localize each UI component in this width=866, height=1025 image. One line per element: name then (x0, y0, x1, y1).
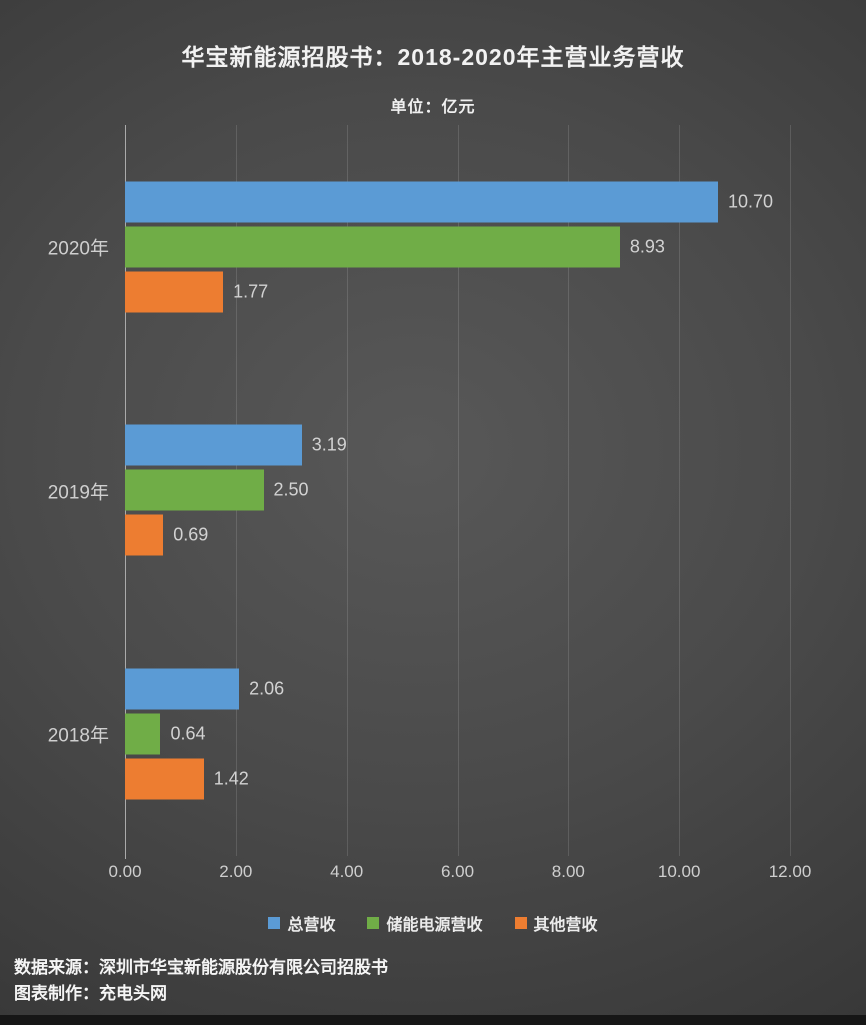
data-source-text: 数据来源：深圳市华宝新能源股份有限公司招股书 (14, 958, 388, 977)
gridline (679, 125, 681, 856)
data-label: 0.64 (170, 723, 206, 744)
bar-其他营收 (125, 271, 224, 313)
category-label: 2019年 (47, 482, 109, 503)
bar-row: 0.64 (125, 713, 790, 755)
legend-label: 其他营收 (533, 917, 598, 934)
bar-group: 10.70 8.93 1.77 (125, 181, 790, 313)
gridline (568, 125, 570, 856)
x-tick-label: 2.00 (219, 862, 253, 881)
category-axis: 2020年 2019年 2018年 (0, 125, 117, 856)
data-label: 8.93 (629, 236, 665, 257)
bar-其他营收 (125, 514, 164, 556)
category-band: 10.70 8.93 1.77 (125, 125, 790, 369)
data-label: 2.50 (273, 479, 309, 500)
legend-item: 储能电源营收 (367, 911, 483, 935)
bar-储能电源营收 (125, 469, 264, 511)
legend-label: 储能电源营收 (386, 917, 483, 934)
bar-row: 1.42 (125, 758, 790, 800)
gridline (346, 125, 348, 856)
legend: 总营收 储能电源营收 其他营收 (0, 911, 866, 935)
bar-其他营收 (125, 758, 204, 800)
bar-row: 8.93 (125, 226, 790, 268)
x-axis: 0.00 2.00 4.00 6.00 8.00 10.00 12.00 (108, 862, 811, 886)
chart-title: 华宝新能源招股书：2018-2020年主营业务营收 (181, 44, 685, 70)
x-tick-label: 6.00 (440, 862, 475, 881)
category-band: 2.06 0.64 1.42 (125, 612, 790, 856)
bar-row: 3.19 (125, 424, 790, 466)
bar-group: 3.19 2.50 0.69 (125, 424, 790, 556)
data-label: 1.42 (213, 768, 249, 789)
data-label: 0.69 (173, 524, 209, 545)
bar-总营收 (125, 424, 302, 466)
x-tick-label: 10.00 (657, 862, 701, 881)
legend-swatch-储能电源营收 (367, 917, 380, 929)
x-tick-label: 0.00 (108, 862, 142, 881)
chart-unit-label: 单位：亿元 (390, 99, 476, 116)
legend-swatch-总营收 (268, 917, 281, 929)
bar-总营收 (125, 668, 240, 710)
chart-credit-text: 图表制作：充电头网 (14, 984, 167, 1003)
bar-row: 2.06 (125, 668, 790, 710)
bar-row: 10.70 (125, 181, 790, 223)
x-tick-label: 8.00 (551, 862, 585, 881)
bar-group: 2.06 0.64 1.42 (125, 668, 790, 800)
bar-row: 2.50 (125, 469, 790, 511)
bar-总营收 (125, 181, 718, 223)
bottom-strip (0, 1015, 866, 1025)
x-tick-label: 4.00 (330, 862, 364, 881)
category-label: 2018年 (47, 725, 109, 747)
x-tick-label: 12.00 (768, 862, 812, 881)
plot-area: 10.70 8.93 1.77 3.19 2.50 0.69 2.06 0.64 1.42 (125, 125, 791, 859)
bar-row: 0.69 (125, 514, 790, 556)
data-label: 1.77 (233, 281, 269, 302)
gridline (790, 125, 791, 856)
data-label: 2.06 (249, 678, 285, 699)
footer: 数据来源：深圳市华宝新能源股份有限公司招股书 图表制作：充电头网 (14, 955, 388, 1007)
bar-row: 1.77 (125, 271, 790, 313)
legend-label: 总营收 (287, 917, 336, 934)
bar-储能电源营收 (125, 713, 161, 755)
legend-item: 总营收 (268, 911, 335, 935)
legend-swatch-其他营收 (514, 917, 527, 929)
category-label: 2020年 (47, 238, 109, 260)
data-label: 10.70 (727, 191, 773, 212)
data-label: 3.19 (311, 434, 347, 455)
legend-item: 其他营收 (514, 911, 598, 935)
bar-储能电源营收 (125, 226, 620, 268)
category-band: 3.19 2.50 0.69 (125, 369, 790, 613)
gridline (457, 125, 459, 856)
